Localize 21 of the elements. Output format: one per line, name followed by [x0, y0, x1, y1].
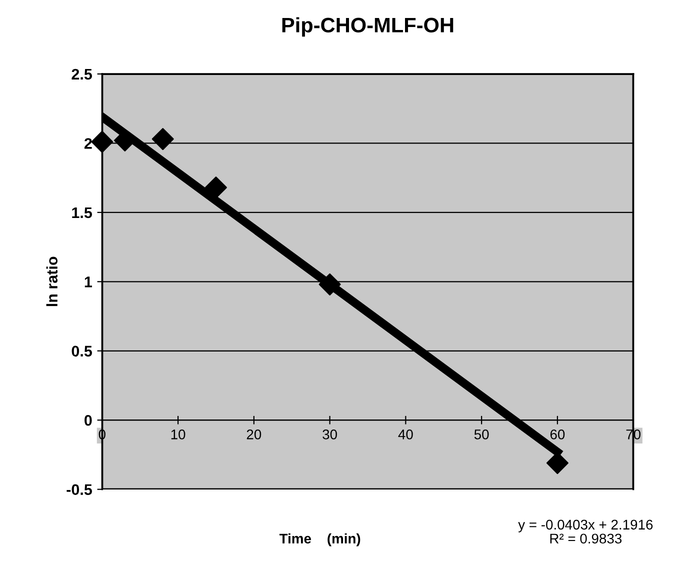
y-tick-label: 1.5	[72, 207, 92, 218]
chart-title: Pip-CHO-MLF-OH	[282, 17, 454, 37]
point	[152, 128, 174, 150]
x-axis-title: Time (min)	[279, 533, 360, 546]
text: y = -0.0403x + 2.1916 R² = 0.9833	[518, 520, 653, 544]
x-tick-label: 40	[398, 430, 413, 440]
y-axis-title: ln ratio	[46, 256, 58, 306]
x-tick-label: 10	[171, 430, 186, 440]
y-tick-label: 0.5	[72, 346, 92, 357]
y-tick-label: 1	[84, 276, 92, 288]
x-tick-label: 50	[474, 430, 489, 440]
y-tick-label: 2	[84, 138, 92, 149]
x-tick-label: 60	[550, 430, 565, 440]
point	[91, 130, 114, 153]
y-tick-label: 2.5	[72, 68, 92, 80]
point	[204, 176, 227, 198]
x-tick-label: 20	[246, 430, 262, 440]
y-tick-label: -0.5	[66, 484, 92, 496]
x-tick-label: 30	[322, 430, 337, 440]
y-tick-label: 0	[84, 414, 92, 426]
point	[318, 273, 341, 296]
